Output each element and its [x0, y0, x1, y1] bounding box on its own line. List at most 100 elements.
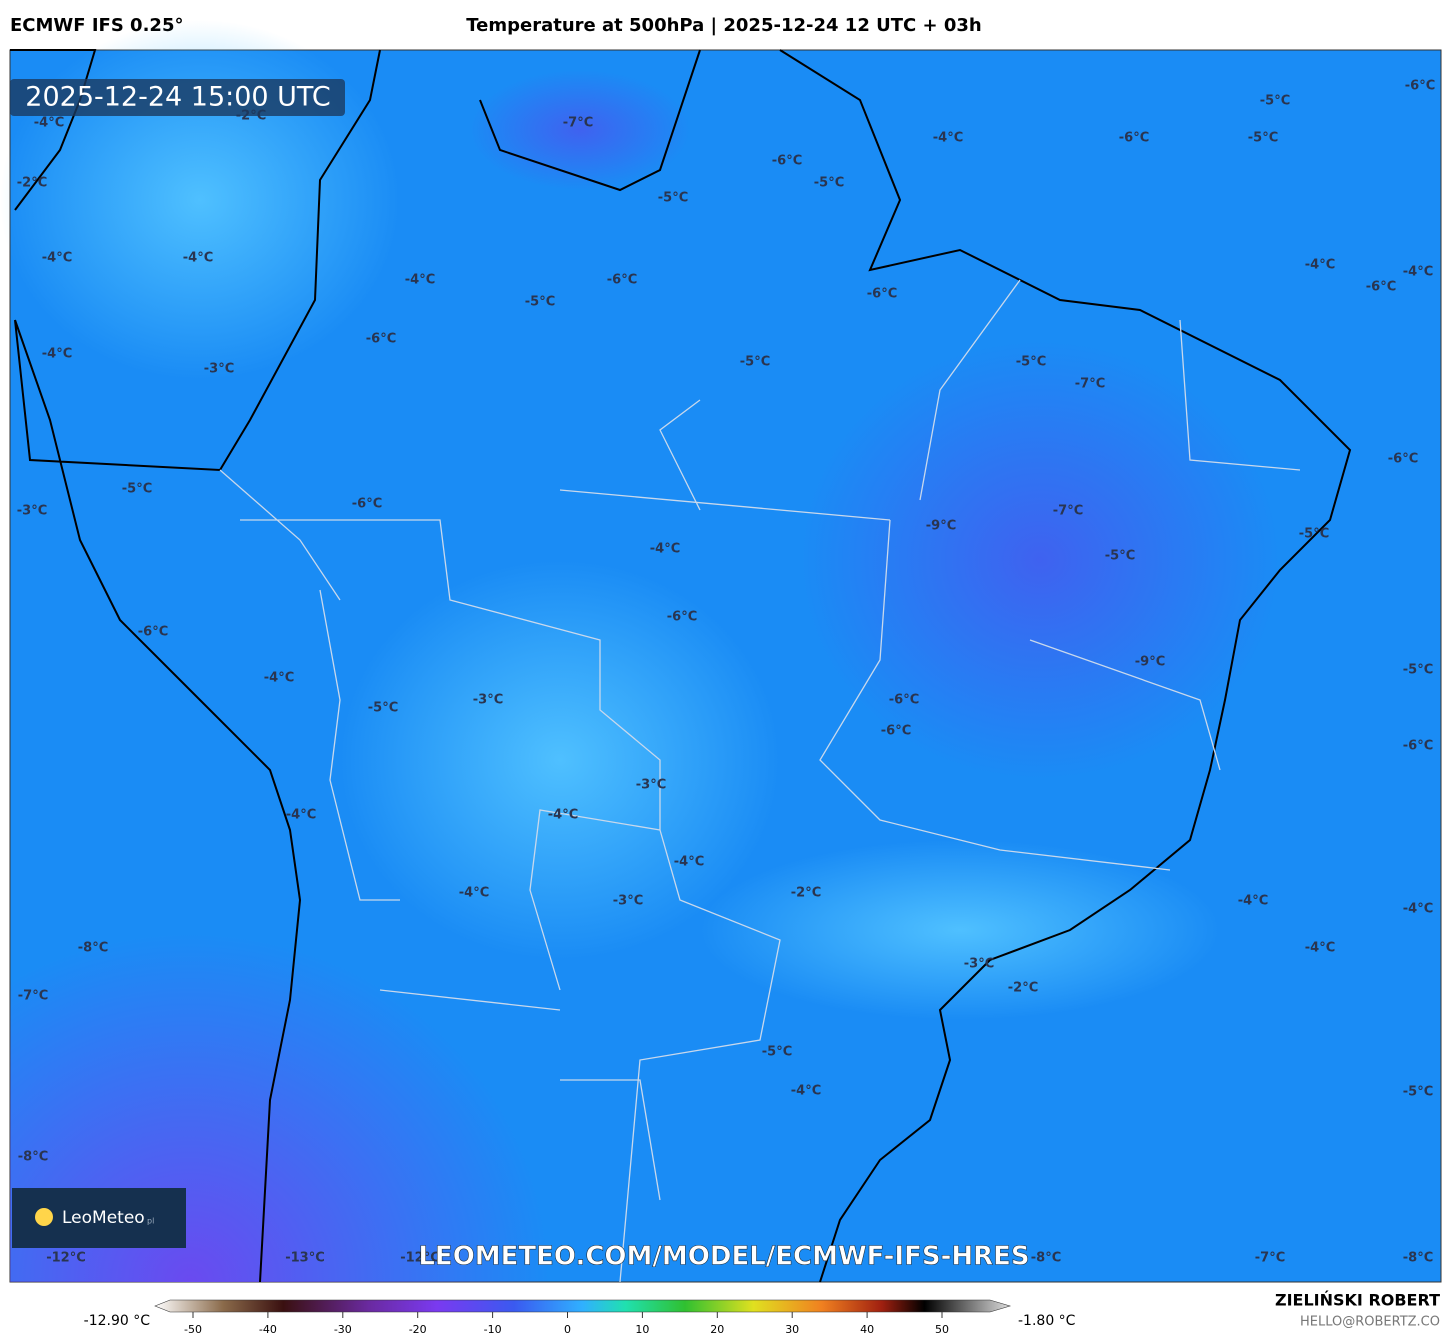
contour-label: -6°C: [667, 610, 697, 625]
map-title: Temperature at 500hPa | 2025-12-24 12 UT…: [466, 15, 981, 36]
logo-sun: [35, 1208, 53, 1226]
contour-label: -5°C: [1403, 1085, 1433, 1100]
contour-label: -2°C: [1008, 981, 1038, 996]
contour-label: -5°C: [1403, 663, 1433, 678]
contour-label: -6°C: [138, 625, 168, 640]
email: HELLO@ROBERTZ.CO: [1300, 1315, 1440, 1330]
contour-label: -5°C: [814, 176, 844, 191]
contour-label: -13°C: [285, 1251, 325, 1266]
contour-label: -4°C: [1238, 894, 1268, 909]
contour-label: -4°C: [183, 251, 213, 266]
contour-label: -5°C: [762, 1045, 792, 1060]
timestamp-box: [10, 79, 345, 116]
contour-label: -2°C: [791, 886, 821, 901]
contour-label: -5°C: [525, 295, 555, 310]
colorbar-tick-label: -30: [334, 1323, 352, 1336]
contour-label: -4°C: [1403, 265, 1433, 280]
contour-label: -5°C: [1260, 94, 1290, 109]
contour-label: -6°C: [607, 273, 637, 288]
contour-label: -3°C: [964, 957, 994, 972]
cold-area: [800, 340, 1280, 780]
colorbar-tick-label: 0: [564, 1323, 571, 1336]
colorbar-tick-label: 50: [935, 1323, 949, 1336]
contour-label: -6°C: [867, 287, 897, 302]
contour-label: -3°C: [204, 362, 234, 377]
contour-label: -6°C: [366, 332, 396, 347]
watermark: LEOMETEO.COM/MODEL/ECMWF-IFS-HRES: [418, 1242, 1029, 1272]
colorbar: -12.90 °C -1.80 °C -50 -40 -30 -20 -10 0 10 20 3…: [84, 1299, 1076, 1336]
colorbar-tick-label: 10: [635, 1323, 649, 1336]
cold-area: [470, 70, 690, 190]
contour-label: -4°C: [1403, 902, 1433, 917]
warm-area: [700, 840, 1220, 1020]
contour-label: -6°C: [352, 497, 382, 512]
contour-label: -4°C: [791, 1084, 821, 1099]
colorbar-tick-label: -40: [259, 1323, 277, 1336]
max-value: -1.80 °C: [1018, 1313, 1076, 1329]
logo-text: LeoMeteo: [62, 1208, 145, 1228]
contour-label: -4°C: [34, 116, 64, 131]
contour-label: -4°C: [42, 251, 72, 266]
contour-label: -8°C: [1403, 1251, 1433, 1266]
contour-label: -5°C: [658, 191, 688, 206]
contour-label: -3°C: [636, 778, 666, 793]
colorbar-tick-label: -10: [484, 1323, 502, 1336]
contour-label: -2°C: [17, 176, 47, 191]
colorbar-ramp: [154, 1299, 1012, 1313]
contour-label: -6°C: [1388, 452, 1418, 467]
contour-label: -4°C: [264, 671, 294, 686]
contour-label: -7°C: [563, 116, 593, 131]
contour-label: -9°C: [926, 519, 956, 534]
contour-label: -6°C: [1119, 131, 1149, 146]
borders: [219, 279, 1301, 1283]
contour-label: -4°C: [1305, 941, 1335, 956]
contour-label: -7°C: [1075, 377, 1105, 392]
colorbar-tick-label: -20: [409, 1323, 427, 1336]
contour-label: -4°C: [650, 542, 680, 557]
contour-label: -12°C: [400, 1251, 440, 1266]
contour-label: -5°C: [122, 482, 152, 497]
contour-label: -6°C: [881, 724, 911, 739]
contour-label: -6°C: [1405, 79, 1435, 94]
contour-label: -3°C: [613, 894, 643, 909]
contour-label: -5°C: [1248, 131, 1278, 146]
contour-label: -4°C: [548, 808, 578, 823]
contour-labels: -4°C -2°C -7°C -4°C -6°C -5°C -5°C -6°C -2°C -6°C…: [17, 79, 1435, 1266]
contour-label: -8°C: [18, 1150, 48, 1165]
contour-label: -7°C: [18, 989, 48, 1004]
contour-label: -6°C: [1403, 739, 1433, 754]
contour-label: -7°C: [1053, 504, 1083, 519]
contour-label: -5°C: [368, 701, 398, 716]
contour-label: -3°C: [473, 693, 503, 708]
contour-label: -7°C: [1255, 1251, 1285, 1266]
colorbar-tick-label: 20: [710, 1323, 724, 1336]
contour-label: -4°C: [405, 273, 435, 288]
colorbar-tick-label: 30: [785, 1323, 799, 1336]
contour-label: -5°C: [1016, 355, 1046, 370]
contour-label: -4°C: [1305, 258, 1335, 273]
colorbar-tick-label: 40: [860, 1323, 874, 1336]
contour-label: -8°C: [1031, 1251, 1061, 1266]
map: -4°C -2°C -7°C -4°C -6°C -5°C -5°C -6°C -2°C -6°C…: [0, 20, 1442, 1283]
warm-area: [0, 20, 400, 380]
contour-label: -4°C: [933, 131, 963, 146]
contour-label: -8°C: [78, 941, 108, 956]
contour-label: -6°C: [1366, 280, 1396, 295]
contour-label: -5°C: [740, 355, 770, 370]
contour-label: -4°C: [459, 886, 489, 901]
contour-label: -6°C: [772, 154, 802, 169]
author: ZIELIŃSKI ROBERT: [1275, 1291, 1440, 1310]
contour-label: -9°C: [1135, 655, 1165, 670]
contour-label: -3°C: [17, 504, 47, 519]
logo-suffix: pl: [147, 1217, 154, 1226]
contour-label: -4°C: [674, 855, 704, 870]
colorbar-tick-label: -50: [184, 1323, 202, 1336]
contour-label: -12°C: [46, 1251, 86, 1266]
contour-label: -4°C: [286, 808, 316, 823]
timestamp: 2025-12-24 15:00 UTC: [25, 82, 330, 113]
contour-label: -6°C: [889, 693, 919, 708]
min-value: -12.90 °C: [84, 1313, 151, 1329]
contour-label: -4°C: [42, 347, 72, 362]
warm-area: [340, 560, 780, 960]
